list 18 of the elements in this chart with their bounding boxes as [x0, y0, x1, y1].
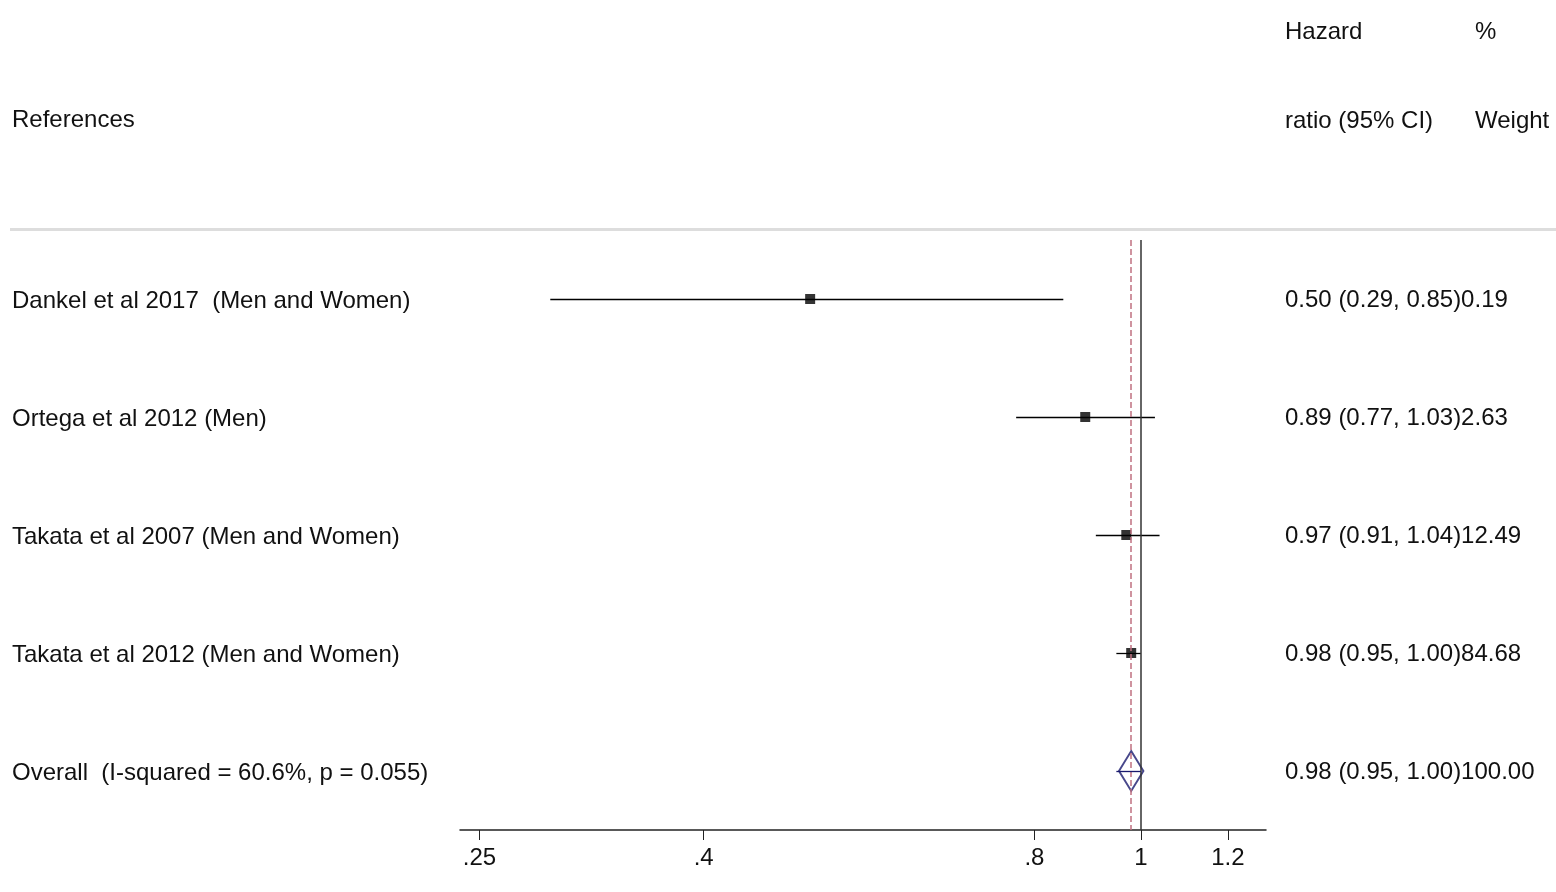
y-tick-label: Dankel et al 2017 (Men and Women) [12, 285, 411, 313]
text: % Weight [1475, 16, 1550, 133]
y-axis-title: References [12, 104, 135, 132]
text: Hazard ratio (95% CI) [1285, 16, 1434, 133]
text: 0.50 (0.29, 0.85)0.19 [1285, 284, 1508, 312]
y-tick-label: Ortega et al 2012 (Men) [12, 403, 267, 431]
text: 0.98 (0.95, 1.00)100.00 [1285, 756, 1535, 784]
y-tick-label: Takata et al 2007 (Men and Women) [12, 521, 400, 549]
x-tick-label: 1 [1134, 842, 1148, 870]
y-tick-label: Overall (I-squared = 60.6%, p = 0.055) [12, 757, 429, 785]
x-tick-label: .25 [462, 842, 497, 870]
text: 0.89 (0.77, 1.03)2.63 [1285, 402, 1508, 430]
text: 0.98 (0.95, 1.00)84.68 [1285, 638, 1522, 666]
x-tick-label: 1.2 [1211, 842, 1245, 870]
x-tick-label: .8 [1024, 842, 1045, 870]
x-tick-label: .4 [693, 842, 714, 870]
text: 0.97 (0.91, 1.04)12.49 [1285, 520, 1522, 548]
y-tick-label: Takata et al 2012 (Men and Women) [12, 639, 400, 667]
